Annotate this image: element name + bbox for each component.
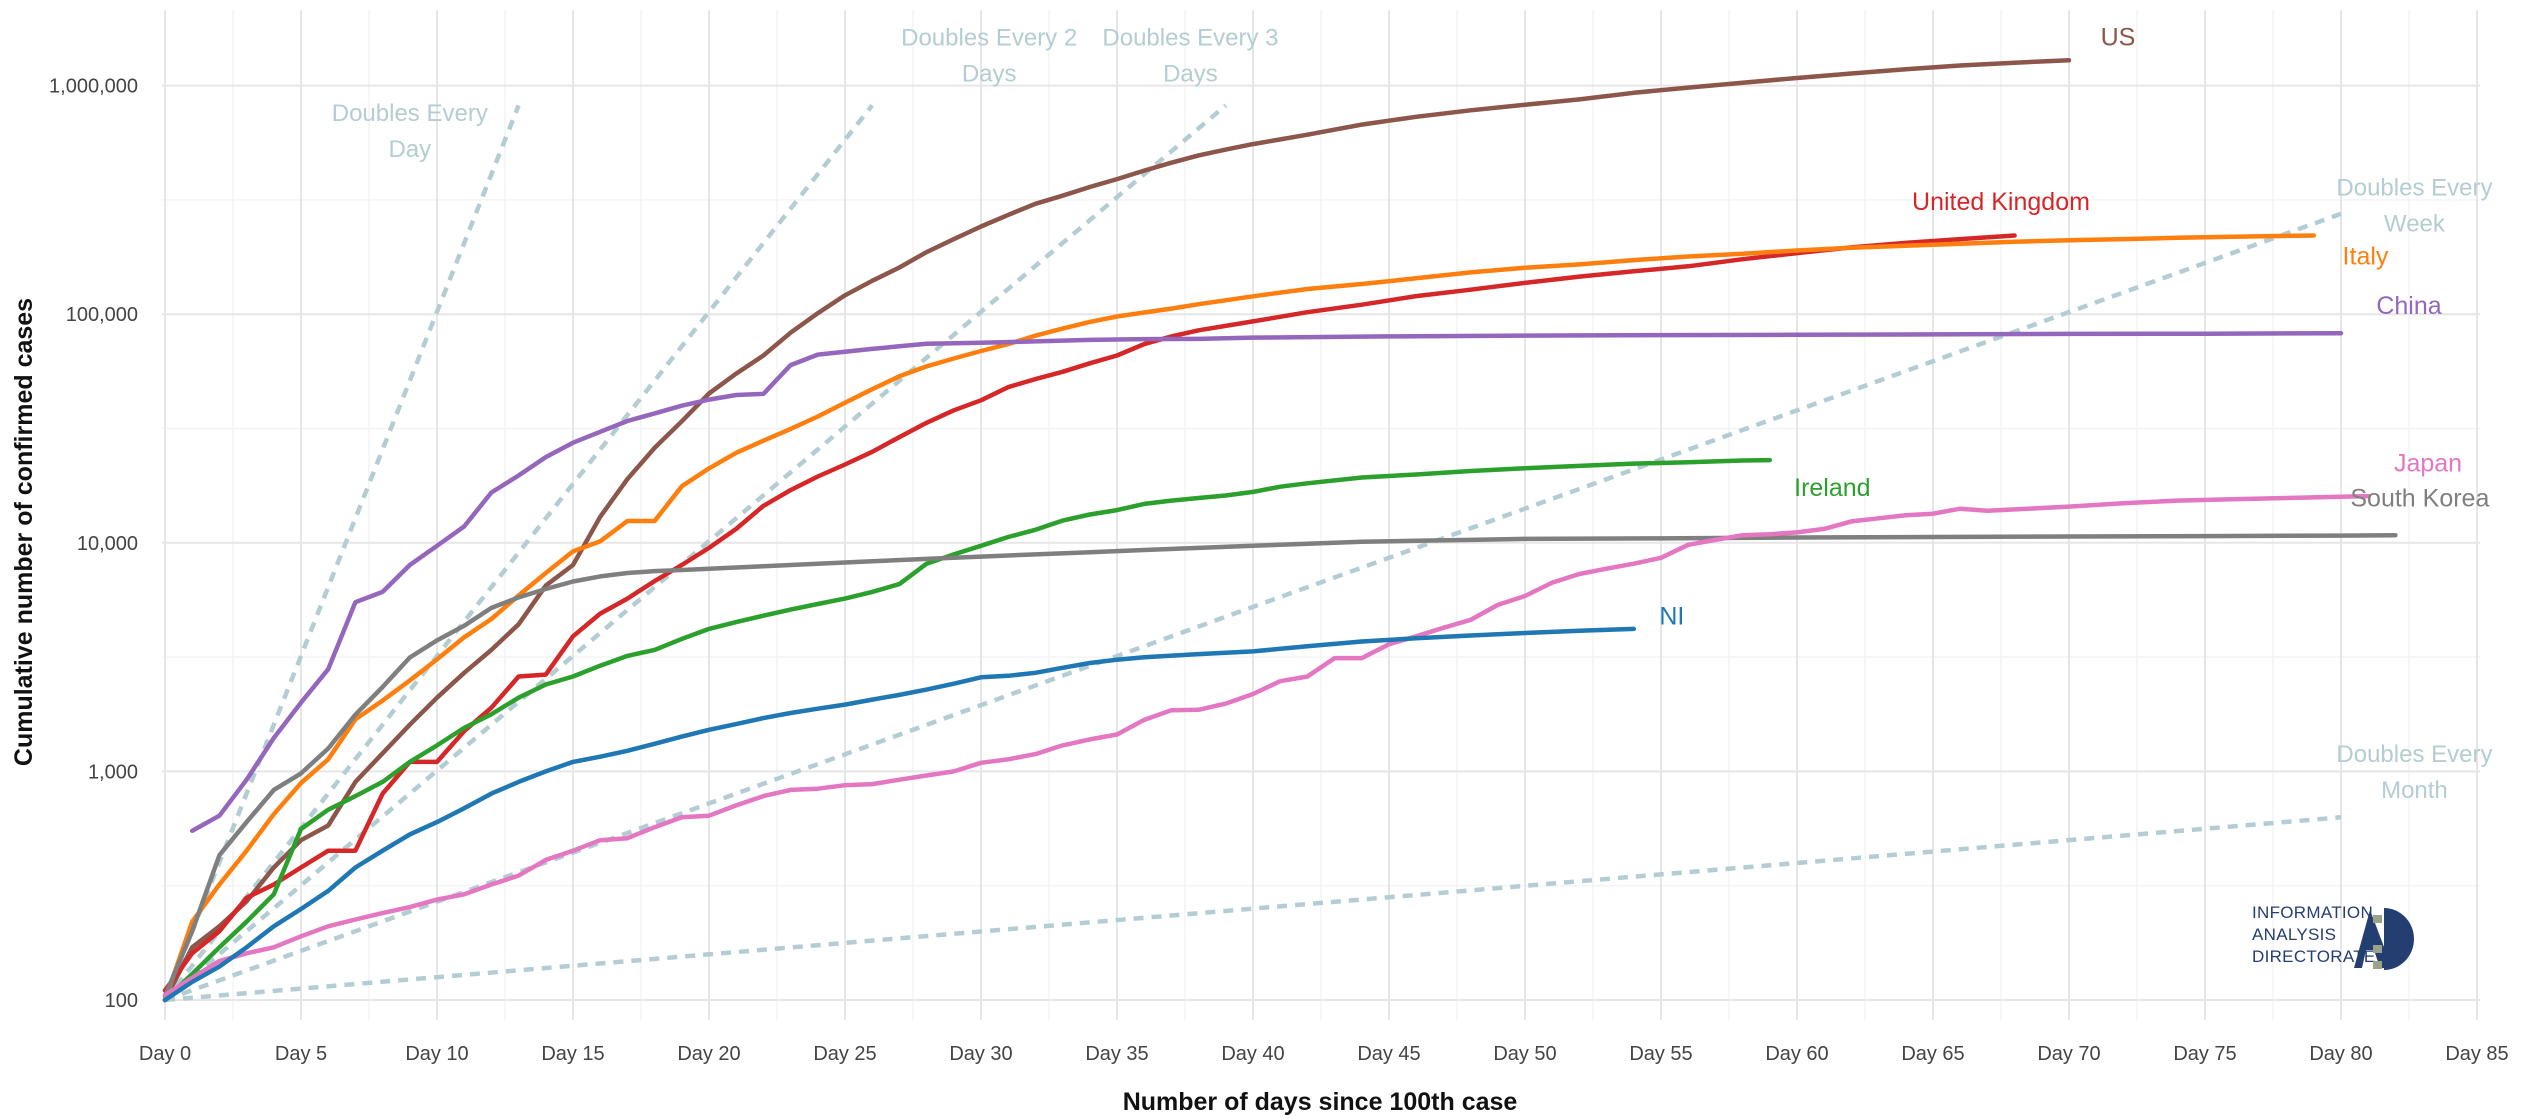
x-tick-label: Day 50 (1493, 1043, 1556, 1065)
logo-line-1: INFORMATION (2252, 903, 2373, 922)
reference-label-line: Doubles Every (2336, 175, 2492, 202)
logo-line-2: ANALYSIS (2252, 925, 2336, 944)
information-analysis-directorate-logo: INFORMATION ANALYSIS DIRECTORATE (2252, 903, 2414, 970)
series-label-china: China (2376, 292, 2441, 320)
series-labels-layer: US United Kingdom Italy China Japan South Kor… (332, 23, 2493, 804)
reference-label-line: Days (962, 60, 1017, 87)
series-label-japan: Japan (2394, 450, 2462, 478)
x-tick-label: Day 10 (405, 1043, 468, 1065)
series-label-united-kingdom: United Kingdom (1912, 188, 2090, 216)
x-tick-label: Day 85 (2445, 1043, 2508, 1065)
series-label-ireland: Ireland (1794, 474, 1870, 502)
x-tick-label: Day 20 (677, 1043, 740, 1065)
reference-label-line: Doubles Every (332, 100, 488, 127)
x-tick-label: Day 45 (1357, 1043, 1420, 1065)
x-tick-label: Day 0 (139, 1043, 191, 1065)
reference-line-doubles-every-month (164, 815, 2342, 1003)
series-line-ni (162, 626, 1637, 1003)
x-tick-label: Day 70 (2037, 1043, 2100, 1065)
reference-label-line: Days (1163, 60, 1218, 87)
series-line-china (189, 330, 2344, 834)
reference-label-line: Day (388, 136, 431, 163)
series-line-us (162, 58, 2072, 1003)
x-tick-label: Day 55 (1629, 1043, 1692, 1065)
series-line-japan (162, 493, 2371, 998)
reference-label-line: Month (2381, 777, 2448, 804)
reference-label-line: Doubles Every (2336, 741, 2492, 768)
x-tick-label: Day 40 (1221, 1043, 1284, 1065)
series-lines-layer (162, 58, 2398, 1003)
reference-line-doubles-every-day (162, 104, 521, 1001)
reference-label-doubles-every-3-days: Doubles Every 3 Days (1102, 24, 1278, 87)
x-tick-label: Day 15 (541, 1043, 604, 1065)
y-tick-label: 1,000,000 (49, 76, 138, 98)
reference-label-doubles-every-day: Doubles Every Day (332, 100, 488, 163)
x-tick-label: Day 60 (1765, 1043, 1828, 1065)
x-axis-title: Number of days since 100th case (1123, 1088, 1518, 1116)
series-label-italy: Italy (2343, 242, 2389, 270)
series-label-south-korea: South Korea (2350, 485, 2489, 513)
reference-label-doubles-every-week: Doubles Every Week (2336, 175, 2492, 238)
y-axis-title: Cumulative number of confirmed cases (10, 298, 38, 766)
y-tick-label: 100 (105, 990, 138, 1012)
x-tick-label: Day 5 (275, 1043, 327, 1065)
series-line-united-kingdom (162, 233, 2017, 993)
y-tick-label: 10,000 (77, 533, 138, 555)
axis-layer: Day 0 Day 5 Day 10 Day 15 Day 20 Day 25 Day 30… (49, 76, 2509, 1065)
series-label-ni: NI (1659, 602, 1684, 630)
reference-label-line: Week (2384, 211, 2446, 238)
reference-label-doubles-every-2-days: Doubles Every 2 Days (901, 24, 1077, 87)
grid-layer (162, 10, 2480, 1020)
logo-line-3: DIRECTORATE (2252, 947, 2376, 966)
reference-label-line: Doubles Every 3 (1102, 24, 1278, 51)
x-tick-label: Day 80 (2309, 1043, 2372, 1065)
series-label-us: US (2101, 23, 2136, 51)
reference-line-doubles-every-2-days (163, 104, 874, 1002)
x-tick-label: Day 25 (813, 1043, 876, 1065)
series-line-ireland (162, 457, 1773, 1003)
x-tick-label: Day 75 (2173, 1043, 2236, 1065)
logo-a-icon (2354, 908, 2414, 970)
reference-label-doubles-every-month: Doubles Every Month (2336, 741, 2492, 804)
x-tick-label: Day 35 (1085, 1043, 1148, 1065)
y-tick-label: 1,000 (88, 761, 138, 783)
x-tick-label: Day 65 (1901, 1043, 1964, 1065)
series-line-south-korea (162, 532, 2398, 999)
series-line-italy (162, 233, 2317, 1003)
y-tick-label: 100,000 (66, 304, 138, 326)
x-tick-label: Day 30 (949, 1043, 1012, 1065)
reference-label-line: Doubles Every 2 (901, 24, 1077, 51)
reference-line-doubles-every-3-days (163, 103, 1228, 1002)
